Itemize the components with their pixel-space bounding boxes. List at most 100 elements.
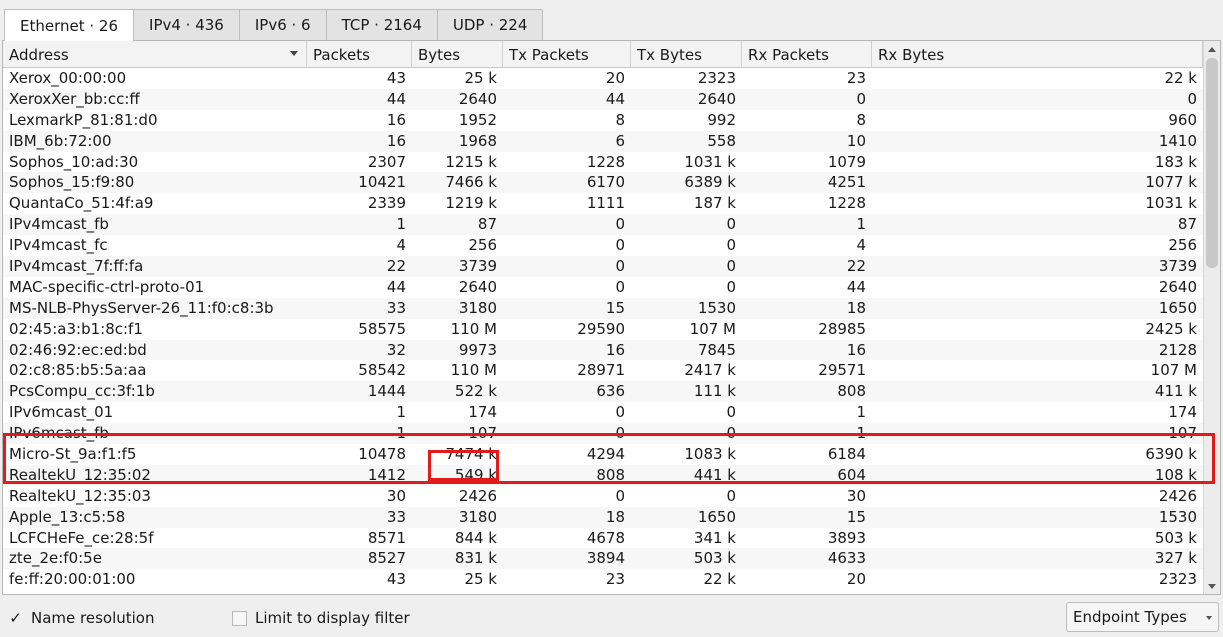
table-row[interactable]: Micro-St_9a:f1:f5 10478 7474 k 4294 1083 k 61… — [3, 444, 1203, 465]
table-header: Address Packets Bytes Tx Packets Tx Byte… — [3, 41, 1203, 68]
column-header-rx-bytes[interactable]: Rx Bytes — [872, 41, 1203, 68]
table-row[interactable]: Apple_13:c5:58 33 3180 18 1650 15 1530 — [3, 506, 1203, 528]
table-row[interactable]: MS-NLB-PhysServer-26_11:f0:c8:3b 33 3180 15… — [3, 297, 1203, 319]
cell-address: Micro-St_9a:f1:f5 — [9, 445, 137, 464]
cell-rx-packets: 1 — [856, 403, 866, 422]
column-header-rx-packets[interactable]: Rx Packets — [742, 41, 872, 68]
cell-rx-packets: 1228 — [827, 194, 866, 213]
table-row[interactable]: 02:45:a3:b1:8c:f1 58575 110 M 29590 107 M 289… — [3, 319, 1203, 340]
table-row[interactable]: IBM_6b:72:00 16 1968 6 558 10 1410 — [3, 130, 1203, 152]
table-row[interactable]: IPv4mcast_7f:ff:fa 22 3739 0 0 22 3739 — [3, 256, 1203, 277]
cell-tx-packets: 4294 — [586, 445, 625, 464]
cell-packets: 30 — [386, 486, 406, 505]
cell-rx-bytes: 327 k — [1154, 549, 1197, 568]
cell-tx-bytes: 187 k — [693, 194, 736, 213]
table-row[interactable]: IPv4mcast_fb 1 87 0 0 1 87 — [3, 214, 1203, 236]
cell-rx-packets: 30 — [846, 486, 866, 505]
cell-packets: 1 — [396, 403, 406, 422]
column-header-packets[interactable]: Packets — [307, 41, 412, 68]
tab-ethernet[interactable]: Ethernet · 26 — [4, 9, 135, 41]
bottom-bar: ✓ Name resolution Limit to display filte… — [0, 596, 1223, 637]
cell-rx-bytes: 1410 — [1158, 131, 1197, 150]
name-resolution-checkbox[interactable]: ✓ Name resolution — [8, 609, 155, 627]
column-header-address[interactable]: Address — [3, 41, 307, 68]
table-row[interactable]: RealtekU_12:35:02 1412 549 k 808 441 k 604 108… — [3, 464, 1203, 486]
table-row[interactable]: fe:ff:20:00:01:00 43 25 k 23 22 k 20 2323 — [3, 569, 1203, 590]
column-header-tx-bytes[interactable]: Tx Bytes — [631, 41, 742, 68]
table-row[interactable]: zte_2e:f0:5e 8527 831 k 3894 503 k 4633 327 k — [3, 548, 1203, 570]
tab-udp[interactable]: UDP · 224 — [436, 9, 544, 40]
table-row[interactable]: Sophos_10:ad:30 2307 1215 k 1228 1031 k 1079 1… — [3, 152, 1203, 173]
cell-rx-bytes: 2425 k — [1145, 319, 1197, 338]
cell-tx-bytes: 1031 k — [684, 152, 736, 171]
cell-tx-bytes: 2323 — [697, 69, 736, 87]
cell-tx-bytes: 0 — [726, 403, 736, 422]
table-row[interactable]: QuantaCo_51:4f:a9 2339 1219 k 1111 187 k 1228… — [3, 193, 1203, 214]
cell-packets: 44 — [386, 89, 406, 108]
cell-bytes: 2426 — [458, 486, 497, 505]
cell-bytes: 174 — [468, 403, 497, 422]
cell-tx-bytes: 0 — [726, 424, 736, 443]
cell-rx-packets: 20 — [846, 570, 866, 589]
cell-rx-bytes: 2426 — [1158, 486, 1197, 505]
table-row[interactable]: IPv6mcast_01 1 174 0 0 1 174 — [3, 402, 1203, 423]
cell-rx-packets: 18 — [846, 298, 866, 317]
scroll-up-button[interactable] — [1204, 41, 1220, 57]
cell-packets: 1 — [396, 424, 406, 443]
cell-rx-bytes: 0 — [1187, 89, 1197, 108]
cell-tx-packets: 0 — [615, 424, 625, 443]
table-row[interactable]: Sophos_15:f9:80 10421 7466 k 6170 6389 k 4251… — [3, 172, 1203, 194]
table-row[interactable]: XeroxXer_bb:cc:ff 44 2640 44 2640 0 0 — [3, 88, 1203, 110]
name-resolution-label: Name resolution — [31, 609, 155, 627]
cell-rx-packets: 1 — [856, 424, 866, 443]
cell-packets: 8527 — [367, 549, 406, 568]
tab-tcp[interactable]: TCP · 2164 — [325, 9, 438, 40]
limit-display-filter-checkbox[interactable]: Limit to display filter — [232, 609, 410, 627]
cell-rx-bytes: 2640 — [1158, 277, 1197, 296]
cell-tx-packets: 28971 — [577, 361, 625, 380]
vertical-scrollbar[interactable] — [1203, 41, 1220, 594]
cell-rx-packets: 6184 — [827, 445, 866, 464]
cell-packets: 10478 — [358, 445, 406, 464]
cell-tx-bytes: 441 k — [693, 465, 736, 484]
tab-ipv4[interactable]: IPv4 · 436 — [133, 9, 240, 40]
table-row[interactable]: PcsCompu_cc:3f:1b 1444 522 k 636 111 k 808 411… — [3, 381, 1203, 403]
endpoint-types-button[interactable]: Endpoint Types — [1066, 602, 1219, 632]
cell-rx-packets: 22 — [846, 257, 866, 276]
table-row[interactable]: IPv4mcast_fc 4 256 0 0 4 256 — [3, 235, 1203, 256]
table-row[interactable]: IPv6mcast_fb 1 107 0 0 1 107 — [3, 423, 1203, 445]
cell-address: IPv6mcast_fb — [9, 424, 109, 443]
tab-ipv6[interactable]: IPv6 · 6 — [238, 9, 327, 40]
cell-bytes: 9973 — [458, 340, 497, 359]
cell-tx-packets: 636 — [596, 382, 625, 401]
table-row[interactable]: LCFCHeFe_ce:28:5f 8571 844 k 4678 341 k 3893 5… — [3, 528, 1203, 549]
cell-tx-bytes: 22 k — [703, 570, 736, 589]
cell-rx-bytes: 107 — [1168, 424, 1197, 443]
endpoints-table: Address Packets Bytes Tx Packets Tx Byte… — [2, 40, 1221, 595]
table-row[interactable]: Xerox_00:00:00 43 25 k 20 2323 23 22 k — [3, 68, 1203, 89]
cell-tx-bytes: 7845 — [697, 340, 736, 359]
table-row[interactable]: 02:c8:85:b5:5a:aa 58542 110 M 28971 2417 k 29… — [3, 360, 1203, 381]
table-row[interactable]: LexmarkP_81:81:d0 16 1952 8 992 8 960 — [3, 110, 1203, 131]
cell-tx-packets: 0 — [615, 215, 625, 234]
cell-tx-bytes: 0 — [726, 277, 736, 296]
cell-packets: 8571 — [367, 528, 406, 547]
scrollbar-thumb[interactable] — [1206, 58, 1218, 268]
cell-packets: 1412 — [367, 465, 406, 484]
cell-bytes: 110 M — [450, 361, 497, 380]
table-row[interactable]: 02:46:92:ec:ed:bd 32 9973 16 7845 16 2128 — [3, 339, 1203, 361]
column-header-tx-packets[interactable]: Tx Packets — [503, 41, 631, 68]
scroll-down-button[interactable] — [1204, 578, 1220, 594]
table-row[interactable]: RealtekU_12:35:03 30 2426 0 0 30 2426 — [3, 486, 1203, 507]
table-row[interactable]: MAC-specific-ctrl-proto-01 44 2640 0 0 44 2640 — [3, 277, 1203, 298]
cell-rx-bytes: 22 k — [1164, 69, 1197, 87]
cell-tx-packets: 0 — [615, 403, 625, 422]
cell-bytes: 1968 — [458, 131, 497, 150]
cell-packets: 22 — [386, 257, 406, 276]
column-header-bytes[interactable]: Bytes — [412, 41, 503, 68]
cell-tx-packets: 18 — [605, 507, 625, 526]
cell-address: 02:c8:85:b5:5a:aa — [9, 361, 147, 380]
cell-tx-packets: 0 — [615, 236, 625, 255]
cell-tx-packets: 16 — [605, 340, 625, 359]
cell-packets: 2339 — [367, 194, 406, 213]
